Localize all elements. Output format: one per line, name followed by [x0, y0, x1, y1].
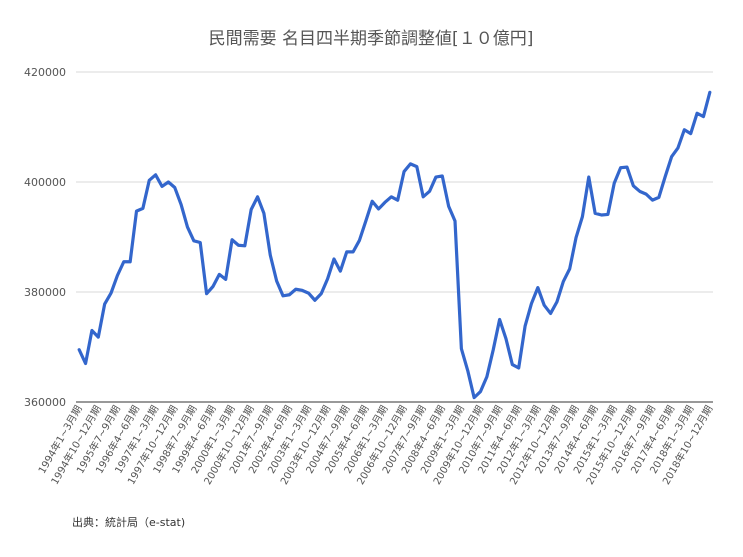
y-tick-label: 400000	[24, 176, 66, 189]
chart-title: 民間需要 名目四半期季節調整値[１０億円]	[209, 29, 534, 49]
y-tick-label: 420000	[24, 66, 66, 79]
y-axis-ticks: 360000 380000 400000 420000	[24, 66, 66, 409]
series-line	[77, 90, 712, 400]
y-tick-label: 360000	[24, 396, 66, 409]
x-axis-ticks: 1994年1~3月期1994年10~12月期1995年7~9月期1996年4~6…	[35, 403, 715, 487]
source-note: 出典：統計局（e-stat)	[72, 516, 186, 529]
y-tick-label: 380000	[24, 286, 66, 299]
gridlines	[76, 71, 713, 403]
